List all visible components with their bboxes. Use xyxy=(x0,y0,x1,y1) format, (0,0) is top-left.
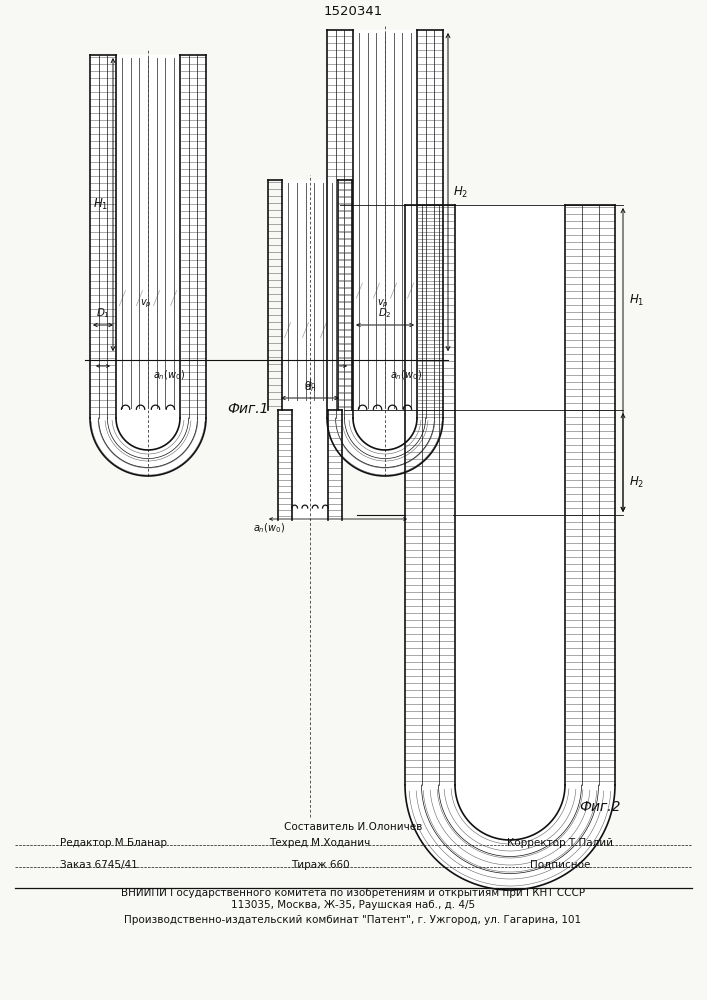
Text: $D_2$: $D_2$ xyxy=(378,306,392,320)
Polygon shape xyxy=(327,418,443,476)
Text: Редактор М.Бланар: Редактор М.Бланар xyxy=(60,838,167,848)
Polygon shape xyxy=(455,205,565,785)
Polygon shape xyxy=(327,30,353,418)
Polygon shape xyxy=(353,418,417,450)
Text: Производственно-издательский комбинат "Патент", г. Ужгород, ул. Гагарина, 101: Производственно-издательский комбинат "П… xyxy=(124,915,582,925)
Text: $d_n$: $d_n$ xyxy=(303,380,316,394)
Text: Фиг.1: Фиг.1 xyxy=(227,402,269,416)
Polygon shape xyxy=(116,55,180,418)
Text: 113035, Москва, Ж-35, Раушская наб., д. 4/5: 113035, Москва, Ж-35, Раушская наб., д. … xyxy=(231,900,475,910)
Polygon shape xyxy=(278,410,342,520)
Text: $d_0$: $d_0$ xyxy=(304,377,316,391)
Text: Подписное: Подписное xyxy=(530,860,590,870)
Text: $a_n(w_0)$: $a_n(w_0)$ xyxy=(390,368,422,382)
Text: Составитель И.Олоничев: Составитель И.Олоничев xyxy=(284,822,422,832)
Polygon shape xyxy=(417,30,443,418)
Text: Тираж 660: Тираж 660 xyxy=(291,860,349,870)
Polygon shape xyxy=(116,418,180,450)
Polygon shape xyxy=(405,785,615,890)
Text: $H_2$: $H_2$ xyxy=(453,185,468,200)
Text: Фиг.2: Фиг.2 xyxy=(579,800,621,814)
Text: ВНИИПИ Государственного комитета по изобретениям и открытиям при ГКНТ СССР: ВНИИПИ Государственного комитета по изоб… xyxy=(121,888,585,898)
Text: $D_1$: $D_1$ xyxy=(96,306,110,320)
Text: $H_1$: $H_1$ xyxy=(629,292,644,308)
Text: $H_1$: $H_1$ xyxy=(93,197,108,212)
Polygon shape xyxy=(282,180,338,410)
Polygon shape xyxy=(90,418,206,476)
Polygon shape xyxy=(455,785,565,840)
Polygon shape xyxy=(565,205,615,785)
Polygon shape xyxy=(353,30,417,418)
Text: 1520341: 1520341 xyxy=(323,5,382,18)
Text: Заказ 6745/41: Заказ 6745/41 xyxy=(60,860,138,870)
Text: $H_2$: $H_2$ xyxy=(629,475,644,490)
Text: Техред М.Ходанич: Техред М.Ходанич xyxy=(269,838,370,848)
Text: $v_p$: $v_p$ xyxy=(377,298,389,310)
Text: $a_n(w_0)$: $a_n(w_0)$ xyxy=(253,521,285,535)
Text: $a_n(w_0)$: $a_n(w_0)$ xyxy=(153,368,185,382)
Text: Корректор Т.Палий: Корректор Т.Палий xyxy=(507,838,613,848)
Polygon shape xyxy=(405,205,455,785)
Text: $v_p$: $v_p$ xyxy=(140,298,152,310)
Polygon shape xyxy=(90,55,116,418)
Polygon shape xyxy=(180,55,206,418)
